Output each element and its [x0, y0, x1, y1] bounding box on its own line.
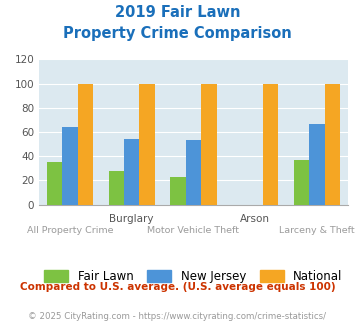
Text: Compared to U.S. average. (U.S. average equals 100): Compared to U.S. average. (U.S. average …: [20, 282, 335, 292]
Text: Larceny & Theft: Larceny & Theft: [279, 226, 355, 235]
Bar: [62, 127, 78, 205]
Legend: Fair Lawn, New Jersey, National: Fair Lawn, New Jersey, National: [44, 270, 343, 283]
Bar: [78, 83, 93, 205]
Bar: [124, 139, 140, 205]
Text: 2019 Fair Lawn: 2019 Fair Lawn: [115, 5, 240, 20]
Bar: [109, 171, 124, 205]
Text: Burglary: Burglary: [109, 214, 154, 224]
Bar: [325, 83, 340, 205]
Bar: [140, 83, 155, 205]
Bar: [47, 162, 62, 205]
Text: Property Crime Comparison: Property Crime Comparison: [63, 26, 292, 41]
Bar: [186, 141, 201, 205]
Text: © 2025 CityRating.com - https://www.cityrating.com/crime-statistics/: © 2025 CityRating.com - https://www.city…: [28, 312, 327, 321]
Bar: [294, 160, 309, 205]
Bar: [263, 83, 278, 205]
Bar: [201, 83, 217, 205]
Text: Arson: Arson: [240, 214, 270, 224]
Bar: [309, 123, 325, 205]
Text: Motor Vehicle Theft: Motor Vehicle Theft: [147, 226, 240, 235]
Bar: [170, 177, 186, 205]
Text: All Property Crime: All Property Crime: [27, 226, 113, 235]
